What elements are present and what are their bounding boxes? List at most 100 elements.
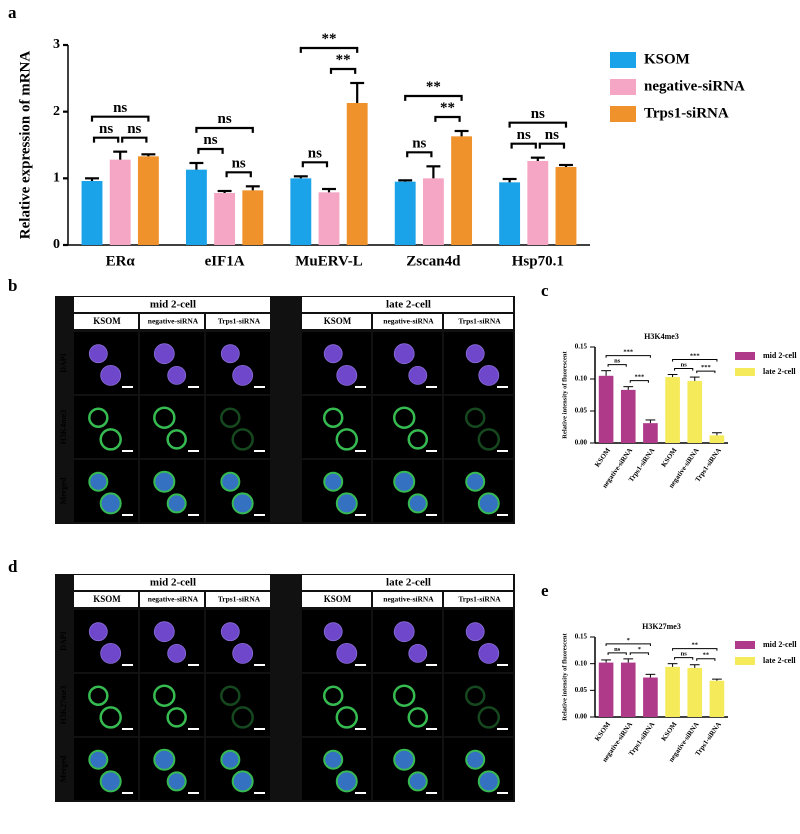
significance-label: ns [614,646,621,653]
significance-label: *** [634,374,644,381]
nucleus [166,429,187,450]
significance-bracket [225,171,252,178]
significance-label: *** [623,349,633,356]
significance-label: ** [703,652,710,659]
nucleus [407,771,428,792]
significance-label: ** [336,52,351,68]
row-label: Merged [59,477,68,504]
nucleus [336,364,358,386]
significance-label: ns [517,127,531,143]
micrograph [74,332,138,394]
micrograph [206,610,270,672]
nucleus [220,749,241,770]
significance-bracket [406,151,433,158]
bar [709,435,725,443]
row-label: H3K27me3 [59,686,68,725]
bar [185,169,207,245]
nucleus [99,770,122,793]
significance-bracket [674,657,694,660]
column-header-cell [206,314,270,329]
column-header-cell [444,592,513,607]
row-label: DAPI [59,353,68,373]
column-header-cell [302,592,371,607]
micrograph [140,674,204,736]
y-tick-label: 0 [53,237,60,252]
legend-swatch [610,52,636,68]
nucleus [477,492,500,515]
y-tick-label: 3 [53,37,60,52]
legend-swatch [610,79,636,95]
column-header: negative-siRNA [148,317,199,326]
significance-label: ns [412,136,426,152]
significance-bracket [329,67,357,74]
nucleus [99,428,122,451]
significance-label: ns [99,121,113,137]
nucleus [220,407,241,428]
significance-label: ** [692,642,699,649]
legend-label: mid 2-cell [763,351,797,360]
bar [527,161,549,245]
micrograph [140,460,204,522]
nucleus [99,492,122,515]
row-label: H3K4me3 [59,410,68,445]
x-tick-label: KSOM [660,446,679,468]
legend-swatch [735,641,755,649]
nucleus [166,707,187,728]
bar [687,380,703,443]
nucleus [88,407,109,428]
bar [598,375,614,443]
nucleus [153,684,176,707]
column-header: KSOM [93,594,121,604]
nucleus [464,685,486,706]
significance-label: * [638,646,641,653]
micrograph [140,738,204,800]
significance-label: ns [127,121,141,137]
nucleus [477,706,501,729]
panel-label: d [8,557,18,576]
nucleus [478,364,500,386]
nucleus [408,365,428,385]
significance-bracket [696,658,716,661]
significance-label: ns [308,146,322,162]
legend-swatch [735,352,755,360]
nucleus [393,748,416,771]
bar [499,182,521,245]
significance-bracket [605,643,651,646]
significance-bracket [508,121,568,128]
y-axis-title: Relative intensity of fluorescent [561,350,568,438]
nucleus [465,471,486,492]
nucleus [232,643,254,664]
nucleus [153,406,176,429]
bar [665,666,680,717]
nucleus [231,492,254,515]
nucleus [88,622,108,642]
significance-bracket [629,652,649,655]
significance-bracket [510,142,537,149]
nucleus [392,406,416,429]
bar [643,423,658,443]
column-header-cell [373,592,442,607]
significance-bracket [299,46,359,53]
significance-label: ** [322,31,337,47]
nucleus [335,492,358,515]
x-tick-label: KSOM [593,446,612,468]
significance-label: ns [681,361,688,368]
nucleus [153,748,176,771]
significance-bracket [197,147,224,154]
significance-bracket [672,359,718,362]
nucleus [407,493,428,514]
group-header-cell [302,297,513,312]
micrograph [206,332,270,394]
nucleus [167,644,187,663]
bar [643,677,658,717]
nucleus [88,471,109,492]
column-header: KSOM [324,594,352,604]
significance-bracket [674,368,694,371]
micrograph [140,396,204,458]
significance-label: ns [614,358,621,365]
nucleus [88,685,109,706]
significance-label: * [627,637,630,644]
y-tick-label: 0.05 [575,407,588,415]
panel-label: c [541,281,549,300]
